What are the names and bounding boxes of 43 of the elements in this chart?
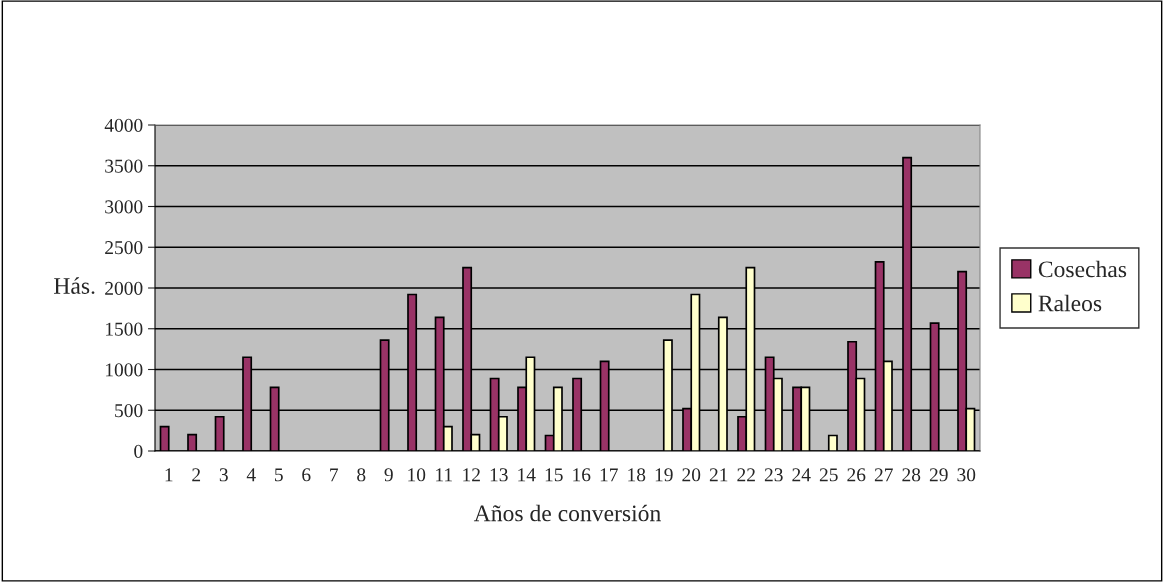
x-tick-label: 13 xyxy=(490,468,508,482)
y-tick-label: 3000 xyxy=(105,200,143,214)
y-tick-label: 4000 xyxy=(104,118,143,132)
x-tick-label: 12 xyxy=(463,468,480,482)
x-tick-label: 7 xyxy=(330,468,339,482)
x-tick-label: 24 xyxy=(792,468,811,482)
x-tick-label: 2 xyxy=(192,468,201,482)
x-tick-label: 30 xyxy=(957,468,976,482)
x-axis-title: Años de conversión xyxy=(473,504,661,522)
y-tick-label: 2000 xyxy=(105,281,143,295)
y-tick-label: 3500 xyxy=(105,159,143,173)
x-tick-label: 11 xyxy=(436,468,452,482)
x-tick-label: 17 xyxy=(600,468,618,482)
x-tick-label: 25 xyxy=(819,468,838,482)
y-axis-title: Hás. xyxy=(54,277,95,295)
x-tick-label: 3 xyxy=(219,468,228,482)
x-tick-label: 5 xyxy=(275,468,283,482)
x-tick-label: 18 xyxy=(628,468,646,482)
legend-label: Raleos xyxy=(1038,294,1102,312)
x-tick-label: 16 xyxy=(573,468,591,482)
y-tick-label: 1500 xyxy=(106,322,143,336)
x-tick-label: 29 xyxy=(929,468,948,482)
y-tick-label: 2500 xyxy=(105,241,143,255)
x-tick-label: 15 xyxy=(545,468,563,482)
x-tick-label: 21 xyxy=(709,468,728,482)
x-tick-label: 1 xyxy=(165,468,173,482)
x-tick-label: 26 xyxy=(847,468,866,482)
x-tick-label: 10 xyxy=(408,468,426,482)
y-tick-label: 0 xyxy=(134,444,143,458)
x-tick-label: 20 xyxy=(682,468,701,482)
x-tick-label: 8 xyxy=(357,468,366,482)
x-tick-label: 22 xyxy=(737,468,755,482)
legend-label: Cosechas xyxy=(1038,260,1127,278)
y-tick-label: 500 xyxy=(115,404,143,418)
x-tick-label: 6 xyxy=(302,468,311,482)
x-tick-label: 9 xyxy=(384,468,393,482)
x-tick-label: 28 xyxy=(902,468,921,482)
x-tick-label: 4 xyxy=(246,468,256,482)
x-tick-label: 23 xyxy=(764,468,783,482)
y-tick-label: 1000 xyxy=(106,363,143,377)
x-tick-label: 19 xyxy=(655,468,673,482)
x-tick-label: 14 xyxy=(518,468,536,482)
x-tick-label: 27 xyxy=(874,468,893,482)
